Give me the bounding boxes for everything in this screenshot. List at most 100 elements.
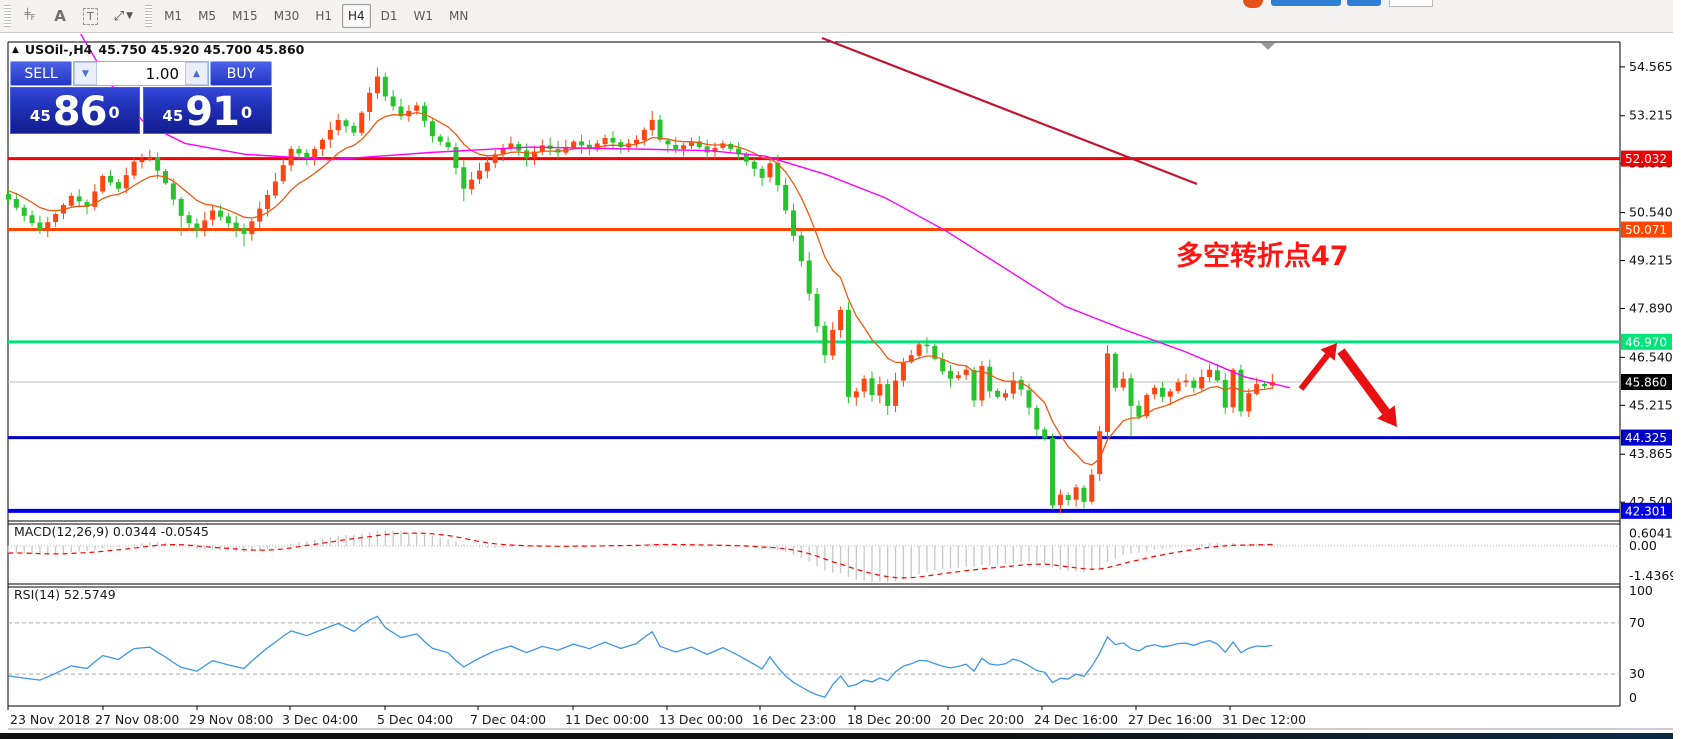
label-tool-icon[interactable]: T [77,4,104,28]
candle-body [657,119,663,140]
volume-increase-button[interactable]: ▲ [185,62,208,85]
symbol-period-label: USOil-,H4 [24,42,93,57]
price-tick-label: 47.890 [1629,301,1673,316]
candle-body [775,162,781,186]
candle-body [524,150,530,158]
candle-body [798,235,804,262]
window-edge [1673,0,1685,739]
candle-body [861,378,867,392]
candle-body [806,260,812,294]
toolbar-gripper[interactable] [4,5,11,27]
candle-body [634,139,639,144]
timeframe-button-m5[interactable]: M5 [198,9,217,23]
toolbar-gripper-2[interactable] [145,5,153,27]
timeframe-button-h1[interactable]: H1 [315,9,332,23]
timeframe-button-h4[interactable]: H4 [341,4,371,28]
red-arrow-up[interactable] [1298,353,1330,391]
chart-area[interactable]: 54.56553.21551.89050.54049.21547.89046.5… [0,34,1673,739]
macd-label: MACD(12,26,9) 0.0344 -0.0545 [14,524,209,539]
bid-big-digits: 86 [52,89,108,135]
candle-body [602,138,608,145]
rsi-line [8,615,1273,698]
date-label: 7 Dec 04:00 [470,712,546,727]
candle-body [893,380,899,406]
candle-body [751,161,757,169]
candle-body [900,362,906,381]
candle-body [1057,494,1063,506]
candle-body [1065,495,1071,501]
price-tick-label: 54.565 [1629,59,1673,74]
buy-button[interactable]: BUY [210,61,272,86]
candle-body [312,148,318,159]
price-tick-label: 43.865 [1629,446,1673,461]
candle-body [6,194,11,200]
price-level-badge [1621,221,1672,238]
timeframe-button-mn[interactable]: MN [449,9,469,23]
volume-value[interactable]: 1.00 [97,62,185,85]
candle-body [845,309,851,397]
candle-body [335,119,341,131]
candle-body [414,105,420,111]
red-arrow-down[interactable] [1337,348,1390,415]
price-level-badge-text: 52.032 [1625,152,1667,166]
price-level-badge [1621,429,1672,446]
red-arrow-down-head[interactable] [1377,405,1397,427]
candle-body [500,148,506,154]
fibonacci-tool-icon[interactable]: ╪F [24,9,36,22]
candle-body [814,293,820,327]
macd-signal-line [8,532,1273,579]
text-tool-icon[interactable]: A [54,7,66,25]
ask-quote[interactable]: 45 91 0 [142,87,272,135]
candle-body [971,370,977,401]
candle-body [673,144,679,149]
candle-body [1144,395,1150,417]
timeframe-button-w1[interactable]: W1 [413,9,434,23]
candle-body [45,222,51,231]
candle-body [924,344,930,347]
volume-decrease-button[interactable]: ▼ [74,62,97,85]
candle-body [1152,387,1158,395]
bid-sup-digit: 0 [108,103,120,122]
candle-body [367,92,373,112]
candle-body [736,148,742,155]
candle-body [13,199,19,208]
candle-body [1254,384,1260,394]
candle-body [531,151,537,158]
red-arrow-up-head[interactable] [1320,343,1337,361]
sell-button[interactable]: SELL [10,61,72,86]
ask-big-digits: 91 [185,89,240,135]
candle-body [272,181,278,196]
candle-body [178,198,184,216]
candle-body [225,216,231,224]
candle-body [759,168,765,178]
rsi-tick-label: 70 [1629,615,1645,630]
collapse-arrow-icon[interactable]: ▲ [12,44,19,55]
trendline[interactable] [821,36,1198,186]
candle-body [916,344,922,356]
timeframe-button-m30[interactable]: M30 [273,9,300,23]
candle-body [92,191,98,207]
shapes-tool-icon[interactable]: ⤢ ▼ [113,8,134,24]
macd-tick-label: -1.4369 [1629,568,1673,583]
candle-body [382,76,388,97]
candle-body [869,378,875,396]
candle-body [696,141,702,148]
chart-canvas[interactable]: 54.56553.21551.89050.54049.21547.89046.5… [0,34,1673,739]
candle-body [1214,370,1220,381]
candle-body [194,223,200,231]
candle-body [1222,379,1228,408]
candle-body [1050,438,1056,506]
bid-quote[interactable]: 45 86 0 [10,87,140,134]
candle-body [429,121,435,137]
timeframe-button-d1[interactable]: D1 [380,9,398,23]
candle-body [1010,380,1016,394]
timeframe-button-m15[interactable]: M15 [232,9,258,23]
ohlc-readout: 45.750 45.920 45.700 45.860 [98,42,305,57]
candle-body [838,309,844,331]
timeframe-button-m1[interactable]: M1 [164,9,183,23]
candle-body [995,390,1001,397]
candle-body [594,143,600,150]
candle-body [853,391,859,398]
candle-body [1230,369,1236,408]
